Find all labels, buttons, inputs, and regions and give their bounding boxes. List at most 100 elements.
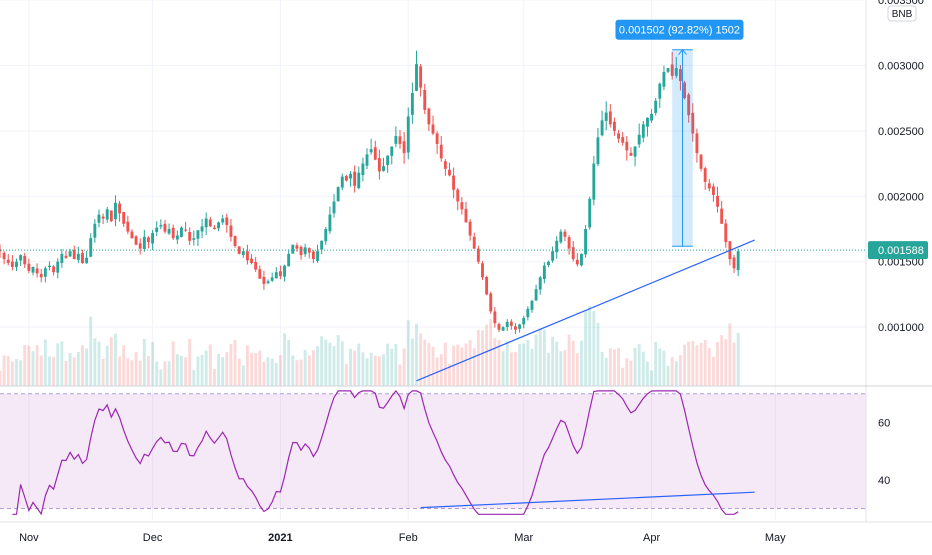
candle[interactable] — [683, 80, 686, 100]
candle[interactable] — [551, 246, 555, 263]
candle[interactable] — [542, 262, 546, 284]
candle[interactable] — [142, 229, 146, 252]
candle[interactable] — [357, 166, 361, 190]
candle[interactable] — [118, 200, 122, 222]
candle[interactable] — [650, 108, 654, 123]
candle[interactable] — [530, 299, 534, 313]
candle[interactable] — [468, 218, 472, 241]
candle[interactable] — [410, 82, 414, 124]
candle[interactable] — [221, 214, 225, 225]
candle[interactable] — [299, 245, 303, 260]
candle[interactable] — [373, 140, 377, 161]
candle[interactable] — [188, 227, 192, 246]
candle[interactable] — [563, 229, 567, 242]
candle[interactable] — [270, 272, 274, 283]
rsi-line[interactable] — [12, 389, 739, 516]
candle[interactable] — [192, 230, 196, 246]
candle[interactable] — [295, 242, 299, 252]
candle[interactable] — [547, 260, 550, 268]
candle[interactable] — [316, 244, 319, 263]
candle[interactable] — [678, 64, 682, 91]
candle[interactable] — [707, 179, 711, 192]
candle[interactable] — [600, 110, 604, 137]
candle[interactable] — [415, 50, 418, 92]
candle[interactable] — [382, 157, 385, 172]
candle[interactable] — [509, 319, 513, 330]
candle[interactable] — [167, 223, 171, 236]
candle[interactable] — [431, 115, 435, 136]
candle[interactable] — [241, 247, 245, 258]
candle[interactable] — [666, 68, 670, 74]
candle[interactable] — [155, 221, 159, 237]
candle[interactable] — [180, 226, 183, 238]
candle[interactable] — [237, 246, 241, 255]
candle[interactable] — [716, 186, 719, 213]
candle[interactable] — [604, 101, 608, 131]
candle[interactable] — [336, 186, 340, 202]
candle[interactable] — [344, 174, 348, 182]
candle[interactable] — [625, 135, 629, 161]
candle[interactable] — [452, 167, 456, 199]
candle[interactable] — [64, 250, 68, 260]
candle[interactable] — [97, 209, 101, 228]
candle[interactable] — [31, 266, 35, 276]
candle[interactable] — [633, 146, 637, 167]
candle[interactable] — [114, 195, 117, 227]
candle[interactable] — [147, 236, 150, 249]
candle[interactable] — [481, 260, 484, 281]
candle[interactable] — [200, 218, 204, 239]
candle[interactable] — [101, 213, 105, 224]
candle[interactable] — [732, 254, 736, 273]
candle[interactable] — [674, 56, 678, 79]
candle[interactable] — [724, 219, 728, 248]
candle[interactable] — [48, 261, 51, 271]
candle[interactable] — [56, 258, 60, 279]
candle[interactable] — [184, 221, 188, 233]
candle[interactable] — [559, 229, 563, 244]
candlestick-series[interactable] — [0, 50, 740, 335]
candle[interactable] — [472, 232, 476, 249]
candle[interactable] — [670, 51, 674, 80]
candle[interactable] — [662, 65, 666, 91]
candle[interactable] — [584, 225, 588, 258]
candle[interactable] — [328, 206, 332, 234]
candle[interactable] — [27, 258, 31, 274]
candle[interactable] — [250, 254, 253, 265]
candle[interactable] — [555, 236, 559, 259]
candle[interactable] — [439, 135, 443, 162]
candle[interactable] — [613, 117, 616, 136]
candle[interactable] — [406, 107, 410, 160]
price-axis[interactable]: 0.003500 0.003000 0.002500 0.002000 0.001500… — [878, 0, 924, 334]
candle[interactable] — [398, 130, 402, 149]
candle[interactable] — [419, 64, 423, 97]
candle[interactable] — [278, 265, 282, 280]
candle[interactable] — [233, 235, 237, 248]
candle[interactable] — [6, 254, 10, 266]
candle[interactable] — [423, 83, 427, 115]
candle[interactable] — [538, 275, 542, 295]
candle[interactable] — [369, 138, 373, 155]
candle[interactable] — [654, 98, 658, 116]
candle[interactable] — [324, 226, 328, 246]
candle[interactable] — [105, 206, 109, 223]
candle[interactable] — [592, 155, 596, 206]
candle[interactable] — [736, 248, 740, 277]
candle[interactable] — [303, 243, 307, 257]
candle[interactable] — [377, 149, 381, 180]
candle[interactable] — [658, 82, 662, 109]
candle[interactable] — [386, 155, 390, 173]
candle[interactable] — [687, 92, 691, 123]
candle[interactable] — [311, 250, 315, 264]
candle[interactable] — [212, 225, 216, 230]
candle[interactable] — [476, 245, 480, 264]
candle[interactable] — [229, 218, 233, 242]
candle[interactable] — [394, 126, 398, 148]
candle[interactable] — [225, 213, 229, 233]
candle[interactable] — [208, 216, 212, 228]
candle[interactable] — [151, 229, 155, 251]
candle[interactable] — [81, 249, 84, 264]
price-support-line[interactable] — [416, 239, 755, 382]
candle[interactable] — [353, 165, 357, 193]
